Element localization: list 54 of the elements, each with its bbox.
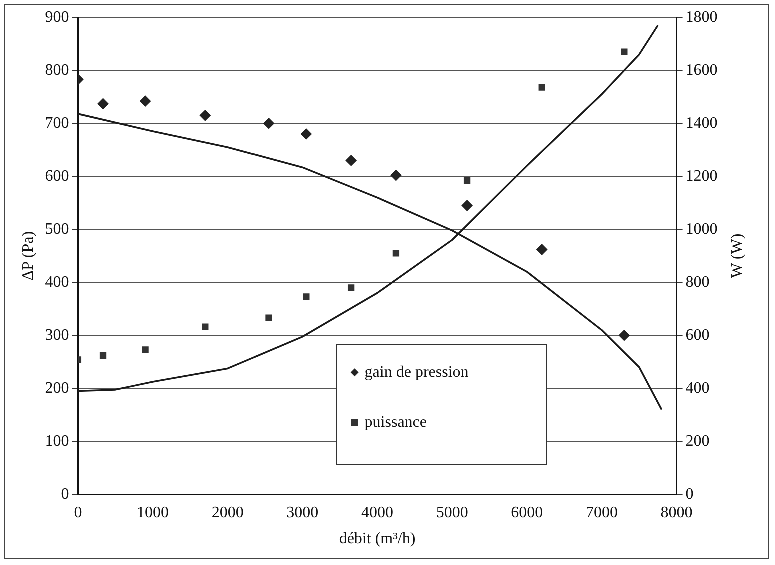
- legend-label: gain de pression: [364, 364, 469, 381]
- y2-tick-label: 1800: [686, 8, 718, 26]
- point: [202, 324, 209, 330]
- point: [538, 84, 546, 91]
- point: [348, 284, 355, 292]
- y-tick-label: 300: [45, 326, 70, 344]
- y-tick-label: 900: [45, 8, 70, 26]
- point: [346, 155, 357, 166]
- y2-tick-label: 1600: [686, 62, 718, 79]
- point: [390, 170, 402, 182]
- x-tick-label: 0: [74, 504, 82, 522]
- y-tick-label: 200: [45, 380, 70, 397]
- x-tick-label: 4000: [362, 504, 394, 522]
- y2-tick-label: 1000: [686, 220, 718, 238]
- y2-tick-label: 400: [686, 380, 710, 397]
- point: [536, 244, 548, 256]
- y2-tick-label: 800: [686, 274, 710, 291]
- point: [462, 200, 473, 212]
- point: [266, 314, 272, 322]
- x-tick-label: 5000: [436, 504, 468, 522]
- x-tick-label: 8000: [660, 504, 693, 522]
- y2-tick-label: 1200: [686, 168, 718, 185]
- y-tick-label: 600: [45, 168, 70, 185]
- point: [303, 294, 310, 300]
- y2-tick-label: 1400: [686, 114, 718, 132]
- point: [98, 98, 109, 110]
- point: [621, 48, 628, 56]
- point: [618, 330, 630, 342]
- y-tick-label: 100: [45, 432, 70, 450]
- point: [300, 128, 312, 140]
- x-tick-label: 3000: [286, 504, 319, 522]
- y-tick-label: 400: [45, 274, 70, 291]
- y-axis-title: ΔP (Pa): [20, 231, 37, 281]
- y-tick-label: 800: [45, 62, 70, 79]
- point: [100, 352, 107, 360]
- x-tick-label: 6000: [511, 504, 544, 522]
- x-tick-label: 7000: [586, 504, 618, 522]
- legend-label: puissance: [364, 414, 428, 431]
- x-tick-label: 1000: [137, 504, 170, 522]
- point: [264, 118, 275, 130]
- y2-tick-label: 200: [686, 432, 710, 450]
- x-tick-label: 2000: [212, 504, 244, 522]
- point: [140, 96, 152, 107]
- y2-tick-label: 600: [686, 326, 710, 344]
- point: [200, 110, 211, 122]
- y-tick-label: 0: [61, 486, 70, 503]
- y-tick-label: 500: [45, 220, 70, 238]
- point: [142, 346, 149, 354]
- y2-tick-label: 0: [686, 486, 694, 503]
- point: [392, 250, 400, 257]
- point: [464, 178, 471, 184]
- y2-axis-title: W (W): [729, 234, 746, 278]
- y-tick-label: 700: [45, 114, 70, 132]
- x-axis-title: débit (m³/h): [339, 530, 416, 548]
